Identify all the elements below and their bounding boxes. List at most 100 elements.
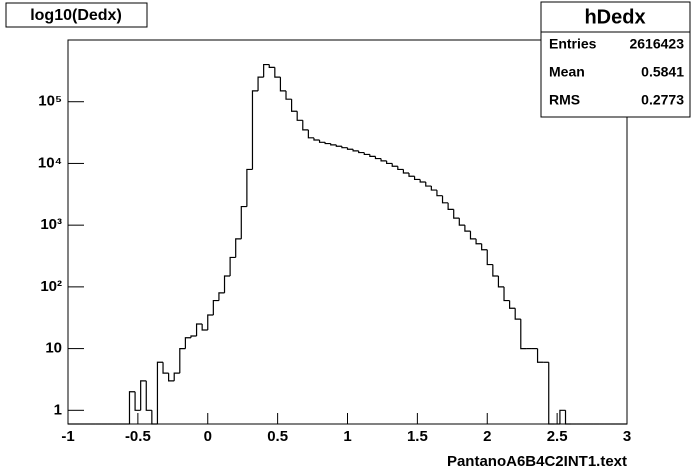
x-tick-label: 2: [483, 428, 491, 445]
x-tick-label: -0.5: [125, 428, 151, 445]
histogram-bin: [341, 146, 348, 149]
x-tick-label: 0: [204, 428, 212, 445]
histogram-bin: [145, 380, 152, 411]
stats-label: RMS: [549, 92, 580, 108]
histogram-bin: [195, 323, 203, 336]
histogram-bin: [413, 176, 421, 181]
histogram-bin: [430, 186, 437, 191]
histogram-bin: [263, 63, 270, 78]
histogram-bin: [346, 147, 354, 150]
histogram-bin: [318, 139, 326, 143]
histogram-bin: [514, 308, 521, 320]
histogram-bin: [408, 172, 415, 177]
histogram-bin: [313, 137, 320, 141]
histogram-bin: [229, 256, 236, 277]
histogram-bin: [302, 120, 309, 131]
histogram-bin: [481, 243, 488, 251]
histogram-bin: [285, 90, 292, 100]
histogram-bin: [257, 76, 264, 91]
histogram-bin: [380, 158, 387, 162]
histogram-bin: [218, 292, 225, 301]
histogram-bin: [279, 77, 287, 92]
histogram-bin: [397, 166, 404, 171]
y-tick-label: 10³: [40, 216, 62, 233]
histogram-bin: [240, 205, 247, 239]
histogram-bin: [469, 231, 477, 240]
histogram-bin: [173, 372, 180, 381]
stats-value: 0.2773: [641, 92, 684, 108]
histogram-bin: [520, 319, 527, 350]
histogram-bin: [140, 380, 147, 411]
x-tick-label: 2.5: [547, 428, 568, 445]
histogram-bin: [134, 391, 141, 411]
y-tick-label: 10: [45, 340, 62, 357]
histogram-bin: [274, 67, 281, 78]
y-tick-label: 10⁴: [38, 154, 62, 171]
histogram-bin: [358, 150, 365, 154]
histogram-bin: [369, 154, 376, 158]
histogram-bin: [246, 168, 253, 207]
histogram-bin: [509, 300, 516, 309]
y-tick-label: 1: [54, 401, 62, 418]
histogram-bin: [162, 362, 169, 374]
x-tick-label: 1: [343, 428, 351, 445]
histogram-bin: [307, 129, 314, 139]
histogram-bin: [559, 409, 566, 424]
histogram-bin: [251, 90, 259, 170]
stats-value: 0.5841: [641, 64, 684, 80]
histogram-bin: [441, 195, 449, 204]
stats-label: Mean: [549, 64, 585, 80]
histogram-bin: [330, 143, 337, 146]
histogram-bin: [475, 238, 482, 245]
histogram-bin: [235, 238, 242, 258]
histogram-bin: [268, 64, 275, 68]
histogram-bin: [179, 347, 186, 374]
histogram-bin: [296, 111, 303, 121]
histogram-bin: [402, 169, 409, 174]
x-tick-label: 1.5: [407, 428, 428, 445]
histogram-bin: [425, 182, 432, 187]
x-tick-label: -1: [61, 428, 74, 445]
histogram-bin: [447, 202, 454, 210]
histogram-bin: [548, 362, 555, 425]
histogram-bin: [436, 190, 443, 197]
y-tick-label: 10²: [40, 278, 62, 295]
histogram-bin: [564, 410, 572, 425]
histogram-bin: [156, 361, 164, 424]
histogram-bin: [492, 264, 499, 277]
histogram-bin: [497, 276, 505, 288]
histogram-bin: [419, 179, 426, 183]
histogram-bin: [391, 163, 398, 167]
x-tick-label: 0.5: [267, 428, 288, 445]
stats-box: [540, 1, 691, 118]
chart-title: log10(Dedx): [30, 7, 122, 24]
histogram-bin: [458, 218, 465, 226]
histogram-bin: [486, 249, 493, 266]
stats-label: Entries: [549, 36, 597, 52]
x-axis-label: PantanoA6B4C2INT1.text: [447, 453, 627, 470]
histogram-bin: [291, 99, 298, 112]
histogram-bin: [207, 314, 214, 331]
histogram-bin: [223, 275, 231, 293]
histogram-bin: [151, 410, 158, 425]
histogram-bin: [536, 348, 544, 363]
x-tick-label: 3: [623, 428, 631, 445]
histogram-bin: [453, 209, 460, 219]
stats-value: 2616423: [629, 36, 684, 52]
histogram-bin: [212, 299, 219, 316]
y-tick-label: 10⁵: [38, 93, 62, 110]
histogram-bin: [352, 149, 359, 152]
histogram-bin: [335, 144, 342, 147]
histogram-bin: [464, 225, 471, 232]
histogram-bin: [503, 286, 510, 302]
histogram-bin: [324, 142, 331, 145]
histogram-bin: [374, 156, 382, 160]
histogram-bin: [184, 337, 191, 349]
histogram-bin: [190, 335, 197, 338]
histogram-bin: [363, 152, 370, 156]
histogram-bin: [128, 391, 136, 424]
stats-title: hDedx: [584, 6, 645, 28]
title-box: [5, 2, 148, 28]
histogram-bin: [386, 160, 393, 165]
